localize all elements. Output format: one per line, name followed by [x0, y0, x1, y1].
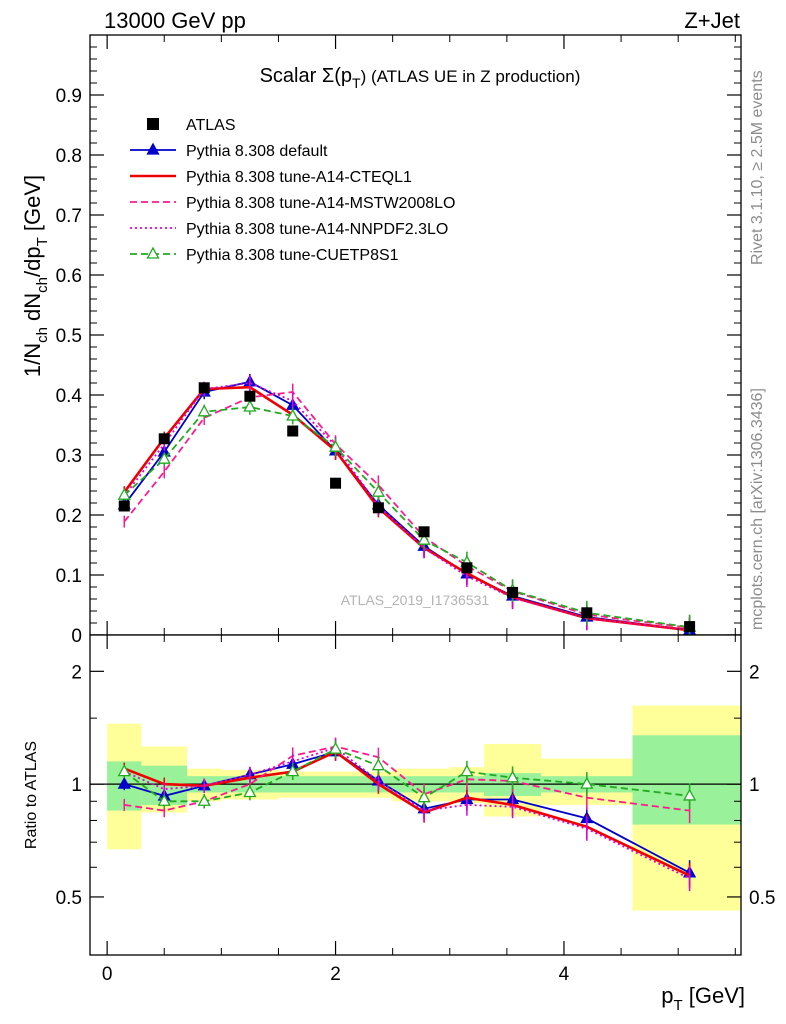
ratio-axes: 0.5 0.5 1 1 2 2 0 2 4: [56, 634, 775, 985]
atlas-point: [684, 621, 696, 633]
ratio-mstw-line: [124, 745, 690, 812]
legend-label: Pythia 8.308 tune-A14-MSTW2008LO: [186, 195, 455, 212]
atlas-point: [158, 433, 170, 445]
main-ytick-label: 0.8: [56, 146, 82, 167]
atlas-point: [330, 477, 342, 489]
main-ytick-label: 0.3: [56, 446, 82, 467]
atlas-point: [418, 526, 430, 538]
main-title-sub: T: [352, 75, 361, 91]
ratio-ytick-label: 2: [71, 662, 82, 683]
ratio-cuetp8s1-marker: [460, 764, 474, 777]
x-axis-label-sub: T: [673, 997, 682, 1014]
main-cteql1-line: [123, 385, 690, 632]
main-cuetp8s1-marker: [371, 484, 385, 497]
main-title: Scalar Σ(pT) (ATLAS UE in Z production): [260, 65, 581, 91]
atlas-point: [287, 425, 299, 437]
ratio-cuetp8s1-marker: [683, 788, 697, 801]
legend-marker: [146, 246, 160, 259]
main-series: [117, 374, 697, 635]
main-cuetp8s1-marker: [286, 408, 300, 421]
main-cuetp8s1-marker: [417, 532, 431, 545]
x-axis-label-main: p: [661, 983, 673, 1008]
ratio-ytick-label-right: 1: [749, 775, 760, 796]
x-axis-label-suffix: [GeV]: [683, 983, 745, 1008]
ratio-ytick-label-right: 2: [749, 662, 760, 683]
main-ylabel: 1/Nch dNch/dpT [GeV]: [20, 175, 51, 377]
atlas-point: [507, 586, 519, 598]
header-right: Z+Jet: [684, 8, 740, 33]
legend: ATLAS Pythia 8.308 default Pythia 8.308 tu…: [130, 117, 455, 264]
legend-label: Pythia 8.308 tune-A14-CTEQL1: [186, 169, 412, 186]
ratio-cuetp8s1-marker: [371, 758, 385, 771]
main-cuetp8s1-line: [123, 406, 690, 629]
atlas-point: [244, 390, 256, 402]
ratio-cuetp8s1-marker: [328, 741, 343, 754]
legend-marker: [146, 142, 160, 155]
mcplots-label: mcplots.cern.ch [arXiv:1306.3436]: [749, 388, 766, 630]
legend-label: ATLAS: [186, 117, 236, 134]
legend-label: Pythia 8.308 default: [186, 143, 328, 160]
ratio-cuetp8s1-marker: [580, 776, 594, 789]
ratio-cuetp8s1-marker: [197, 793, 211, 806]
main-ytick-label: 0.4: [56, 386, 83, 407]
main-ytick-label: 0.6: [56, 266, 82, 287]
ratio-xtick-label: 4: [559, 964, 570, 985]
ratio-cteql1-line: [123, 750, 691, 877]
main-ytick-label: 0.2: [56, 506, 82, 527]
ratio-xtick-label: 0: [102, 964, 113, 985]
atlas-point: [372, 502, 384, 514]
rivet-label: Rivet 3.1.10, ≥ 2.5M events: [749, 70, 766, 265]
main-cuetp8s1-marker: [117, 487, 131, 500]
main-plot-area: [90, 35, 741, 635]
ratio-frame: [89, 634, 742, 956]
ratio-default-marker: [117, 776, 131, 789]
main-cuetp8s1-marker: [243, 399, 257, 412]
ratio-cuetp8s1-line: [123, 748, 690, 803]
atlas-point: [461, 562, 473, 574]
main-frame-fill: [90, 35, 741, 635]
main-ytick-label: 0.5: [56, 326, 82, 347]
atlas-point: [118, 500, 130, 512]
atlas-point: [198, 382, 210, 394]
ratio-xtick-label: 2: [330, 964, 341, 985]
legend-label: Pythia 8.308 tune-CUETP8S1: [186, 247, 399, 264]
main-cuetp8s1-marker: [197, 404, 211, 417]
main-title-suffix: ) (ATLAS UE in Z production): [361, 67, 581, 86]
main-ytick-label: 0.1: [56, 566, 82, 587]
ratio-nnpdf-line: [123, 746, 690, 880]
ratio-cuetp8s1-marker: [286, 764, 300, 777]
ratio-ytick-label-right: 0.5: [749, 888, 775, 909]
ratio-cuetp8s1-marker: [417, 790, 431, 803]
ratio-cuetp8s1-marker: [505, 770, 520, 783]
main-title-prefix: Scalar Σ(p: [260, 65, 352, 87]
x-axis-label: pT [GeV]: [661, 983, 745, 1014]
ratio-ytick-label: 0.5: [56, 888, 82, 909]
ratio-series: [117, 737, 697, 892]
ratio-ytick-label: 1: [71, 775, 82, 796]
atlas-point: [581, 607, 593, 619]
main-axes: 0 0.1 0.2 0.3 0.4 0.5 0.6 0.7 0.8 0.9: [56, 34, 742, 647]
main-cuetp8s1-marker: [328, 439, 343, 452]
main-mstw-line: [123, 391, 690, 629]
main-ytick-label: 0.9: [56, 86, 82, 107]
legend-marker-atlas: [147, 118, 159, 130]
main-cuetp8s1-marker: [157, 451, 171, 464]
ratio-cuetp8s1-marker: [117, 764, 131, 777]
main-ytick-label: 0.7: [56, 206, 82, 227]
legend-label: Pythia 8.308 tune-A14-NNPDF2.3LO: [186, 221, 448, 238]
ratio-cuetp8s1-marker: [243, 785, 257, 798]
analysis-watermark: ATLAS_2019_I1736531: [341, 592, 490, 608]
ratio-ylabel: Ratio to ATLAS: [23, 741, 40, 849]
ratio-cuetp8s1-marker: [157, 793, 171, 806]
main-ytick-label: 0: [71, 626, 82, 647]
header-left: 13000 GeV pp: [104, 8, 246, 33]
